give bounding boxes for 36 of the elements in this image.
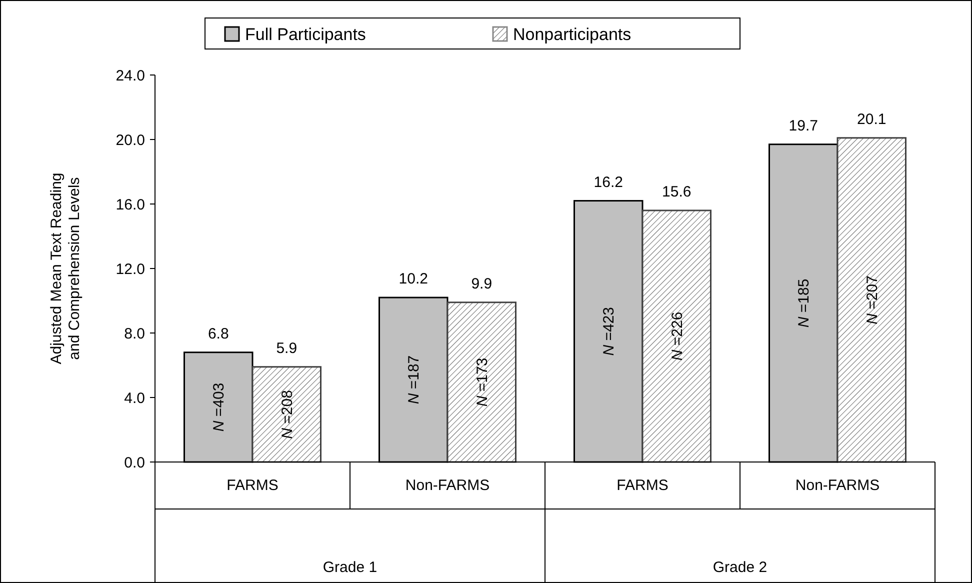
data-label: 5.9 [276, 340, 298, 357]
annotation: N =423 [600, 306, 618, 356]
data-label: 16.2 [594, 174, 623, 191]
text: Grade 1 [322, 559, 378, 576]
annotation: N =173 [474, 358, 491, 407]
annotation: N =226 [668, 312, 686, 361]
annotation: N =208 [278, 390, 296, 439]
annotation: N =187 [406, 355, 423, 404]
y-tick-label: 12.0 [116, 260, 145, 278]
legend-label: Full Participants [245, 24, 366, 44]
y-tick-label: 4.0 [124, 390, 145, 407]
x-tick-label: FARMS [226, 477, 278, 494]
bar [252, 366, 322, 463]
legend-label: Nonparticipants [513, 24, 632, 44]
y-tick-label: 24.0 [116, 67, 145, 84]
annotation: N =403 [210, 382, 228, 432]
data-label: 19.7 [788, 117, 818, 134]
x-tick-label: Non-FARMS [795, 477, 880, 494]
data-label: 6.8 [208, 325, 229, 342]
data-label: 20.1 [857, 110, 886, 128]
y-tick-label: 20.0 [116, 132, 145, 149]
y-tick-label: 0.0 [124, 454, 145, 472]
data-label: 15.6 [662, 183, 692, 200]
y-axis-title: Adjusted Mean Text Reading and Comprehension Levels [48, 172, 83, 364]
bar [642, 210, 712, 463]
annotation: N =207 [864, 276, 881, 324]
x-tick-label: FARMS [616, 477, 668, 494]
y-tick-label: 16.0 [116, 196, 145, 214]
bar [836, 137, 906, 463]
text: Grade 2 [712, 559, 768, 576]
data-label: 10.2 [398, 270, 428, 288]
y-tick-label: 8.0 [124, 325, 145, 342]
x-tick-label: Non-FARMS [405, 477, 490, 494]
data-label: 9.9 [471, 275, 492, 292]
bar [446, 302, 516, 463]
annotation: N =185 [796, 278, 813, 328]
